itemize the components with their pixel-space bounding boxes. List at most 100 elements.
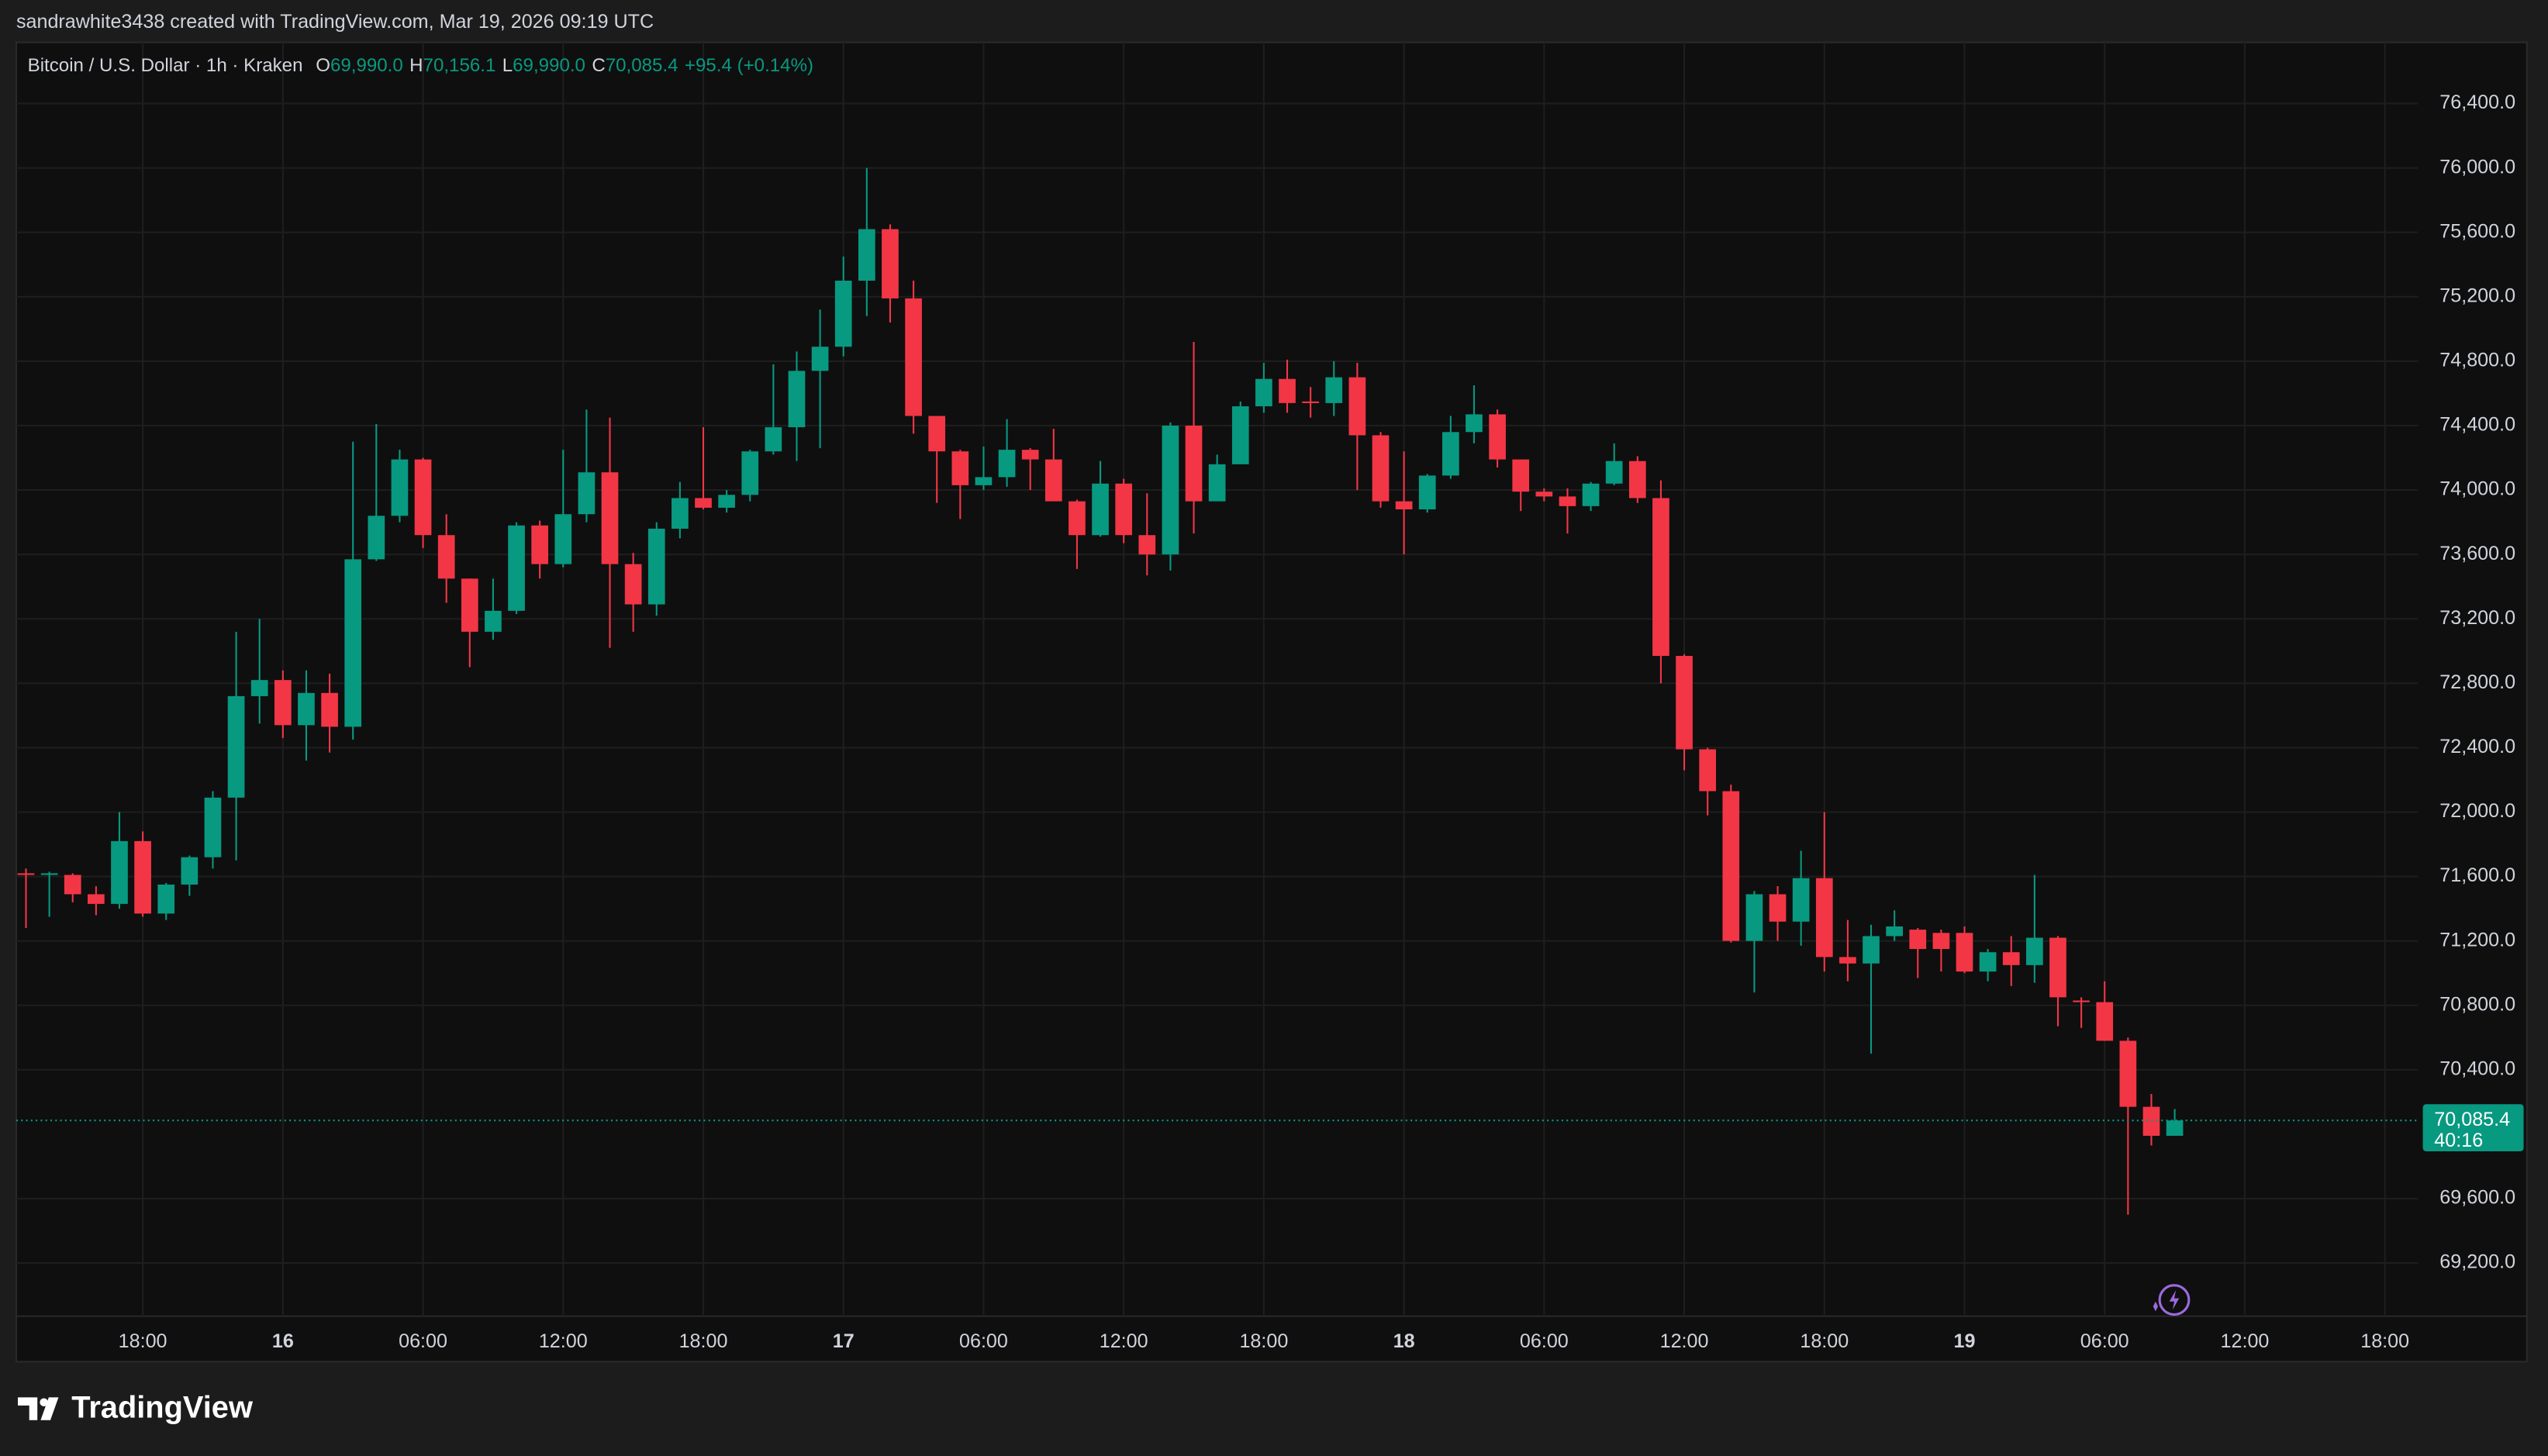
candle-body <box>1372 435 1390 502</box>
candle-body <box>741 451 759 495</box>
y-tick-label: 75,200.0 <box>2439 285 2515 306</box>
candle-body <box>1021 450 1039 460</box>
candle-body <box>2026 937 2043 965</box>
candle-body <box>111 840 128 904</box>
candle-body <box>1489 414 1506 460</box>
legend-key: L <box>502 55 513 76</box>
candle-body <box>274 680 292 726</box>
candle-body <box>2166 1120 2184 1136</box>
candle-body <box>1162 425 1179 555</box>
x-tick-label: 17 <box>833 1330 855 1352</box>
candle-body <box>601 472 619 564</box>
candle-body <box>1418 475 1436 509</box>
candle-body <box>1863 936 1880 964</box>
candle-body <box>811 347 829 371</box>
candle-body <box>40 873 58 875</box>
candle-body <box>1255 378 1272 407</box>
x-tick-label: 06:00 <box>1520 1330 1569 1352</box>
y-tick-label: 71,600.0 <box>2439 864 2515 886</box>
candle-body <box>1909 930 1927 950</box>
candle-body <box>1442 432 1459 476</box>
y-tick-label: 72,800.0 <box>2439 671 2515 693</box>
candle-body <box>2096 1002 2114 1041</box>
candle-body <box>2142 1106 2160 1136</box>
candle-body <box>1325 377 1343 403</box>
candle-body <box>2073 1000 2090 1002</box>
x-tick-label: 06:00 <box>959 1330 1008 1352</box>
y-tick-label: 69,600.0 <box>2439 1187 2515 1209</box>
x-tick-label: 18 <box>1393 1330 1415 1352</box>
candle-body <box>485 610 502 632</box>
candle-body <box>368 516 385 560</box>
x-tick-label: 19 <box>1954 1330 1976 1352</box>
legend-key: H <box>409 55 423 76</box>
candle-body <box>88 894 105 904</box>
legend-value: 70,085.4 <box>606 55 678 76</box>
x-tick-label: 18:00 <box>679 1330 728 1352</box>
candle-body <box>858 229 875 281</box>
candle-body <box>204 797 222 857</box>
candle-body <box>1115 483 1133 536</box>
candle-body <box>2002 952 2020 965</box>
y-tick-label: 74,800.0 <box>2439 350 2515 371</box>
y-tick-label: 70,800.0 <box>2439 993 2515 1015</box>
candle-body <box>391 459 409 516</box>
y-tick-label: 69,200.0 <box>2439 1251 2515 1273</box>
candle-body <box>1092 483 1109 536</box>
candle-body <box>64 875 81 895</box>
candle-body <box>531 525 549 564</box>
candle-body <box>1466 414 1483 433</box>
symbol-title: Bitcoin / U.S. Dollar · 1h · Kraken <box>28 55 303 76</box>
candle-body <box>624 564 642 605</box>
chart-panel <box>15 41 2528 1363</box>
candle-body <box>1559 496 1576 506</box>
y-tick-label: 73,600.0 <box>2439 543 2515 564</box>
chart-legend: Bitcoin / U.S. Dollar · 1h · Kraken O69,9… <box>28 55 813 76</box>
candle-body <box>834 281 852 347</box>
candle-body <box>647 528 665 605</box>
candle-body <box>1676 656 1693 750</box>
candle-body <box>1628 461 1646 499</box>
y-tick-label: 76,000.0 <box>2439 156 2515 178</box>
x-tick-label: 18:00 <box>2360 1330 2409 1352</box>
candle-body <box>344 559 362 727</box>
y-tick-label: 72,000.0 <box>2439 800 2515 822</box>
candle-body <box>1138 535 1156 555</box>
candle-body <box>554 514 572 564</box>
candle-body <box>1582 483 1600 506</box>
x-tick-label: 18:00 <box>119 1330 167 1352</box>
candle-body <box>1699 749 1717 792</box>
last-price-box <box>2422 1104 2524 1151</box>
logo-text: TradingView <box>71 1391 254 1425</box>
candle-body <box>578 472 596 515</box>
tradingview-logo: TradingView <box>18 1391 254 1425</box>
y-tick-label: 70,400.0 <box>2439 1057 2515 1079</box>
y-tick-label: 74,000.0 <box>2439 478 2515 500</box>
candle-body <box>1722 791 1740 941</box>
candle-body <box>951 451 969 485</box>
candle-body <box>1279 378 1296 403</box>
x-tick-label: 18:00 <box>1800 1330 1849 1352</box>
candle-body <box>1745 894 1763 941</box>
x-tick-label: 06:00 <box>399 1330 447 1352</box>
plot: 69,200.0 69,600.0 70,400.0 70,800.0 71,200.0… <box>16 42 2524 1352</box>
legend-change: +95.4 (+0.14%) <box>685 55 813 76</box>
y-tick-label: 76,400.0 <box>2439 91 2515 113</box>
candle-body <box>1886 926 1903 937</box>
candle-body <box>1069 501 1086 536</box>
candle-body <box>1792 878 1810 922</box>
legend-value: 69,990.0 <box>513 55 585 76</box>
legend-value: 70,156.1 <box>423 55 496 76</box>
x-tick-label: 12:00 <box>2221 1330 2270 1352</box>
candle-body <box>1231 406 1249 464</box>
candle-body <box>882 229 899 298</box>
candle-body <box>718 495 735 508</box>
candle-body <box>157 884 175 914</box>
y-tick-label: 74,400.0 <box>2439 414 2515 436</box>
candle-body <box>461 578 478 632</box>
candle-body <box>250 680 268 696</box>
candle-body <box>1208 464 1226 502</box>
candle-body <box>2119 1040 2137 1107</box>
